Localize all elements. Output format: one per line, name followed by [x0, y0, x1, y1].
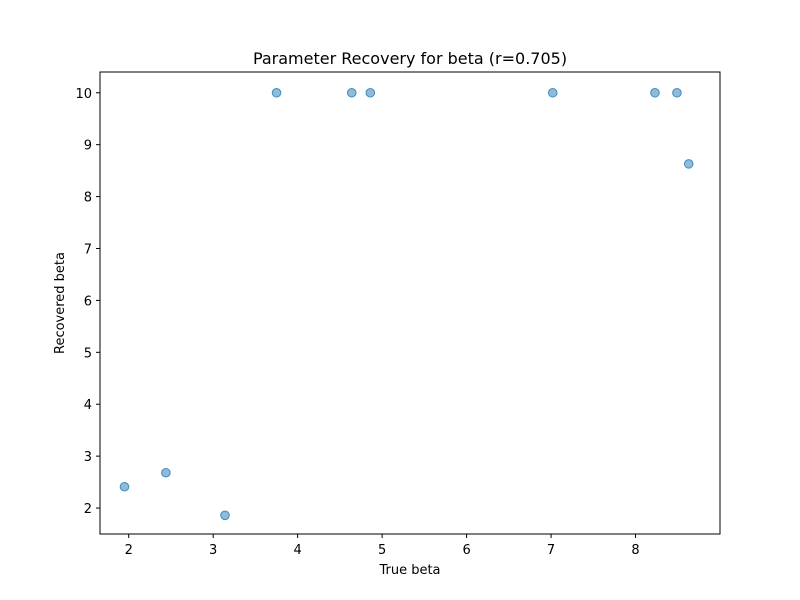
- y-axis-ticks: 2 3 4 5 6 7 8 9 10: [75, 87, 100, 517]
- x-tick-label: 7: [547, 543, 555, 558]
- data-point: [683, 159, 694, 169]
- x-axis-label: True beta: [378, 563, 440, 578]
- points-layer: [119, 87, 694, 521]
- data-point: [365, 87, 376, 98]
- plot-area: [100, 72, 720, 534]
- x-tick-label: 4: [294, 543, 302, 558]
- plot-frame: [99, 71, 721, 535]
- x-tick-label: 3: [209, 543, 217, 558]
- data-point: [271, 87, 282, 98]
- data-point: [547, 87, 558, 98]
- y-tick-label: 3: [84, 450, 92, 465]
- y-axis-label: Recovered beta: [53, 252, 68, 354]
- x-tick-label: 5: [378, 543, 386, 558]
- y-tick-label: 8: [84, 191, 92, 206]
- data-point: [672, 87, 682, 98]
- x-tick-label: 8: [631, 543, 639, 558]
- y-tick-label: 5: [84, 346, 92, 361]
- x-tick-label: 6: [462, 543, 470, 558]
- data-point: [161, 467, 171, 478]
- y-tick-label: 2: [84, 502, 92, 517]
- y-tick-label: 6: [84, 294, 92, 309]
- chart-title: Parameter Recovery for beta (r=0.705): [253, 49, 567, 68]
- x-tick-label: 2: [125, 543, 133, 558]
- y-tick-label: 7: [84, 242, 92, 257]
- data-point: [650, 87, 660, 98]
- y-tick-label: 9: [84, 139, 92, 154]
- y-tick-label: 4: [84, 398, 92, 413]
- data-point: [119, 481, 130, 492]
- data-point: [346, 87, 357, 98]
- x-axis-ticks: 2 3 4 5 6 7 8: [125, 534, 640, 558]
- data-point: [220, 510, 230, 521]
- y-tick-label: 10: [75, 87, 92, 102]
